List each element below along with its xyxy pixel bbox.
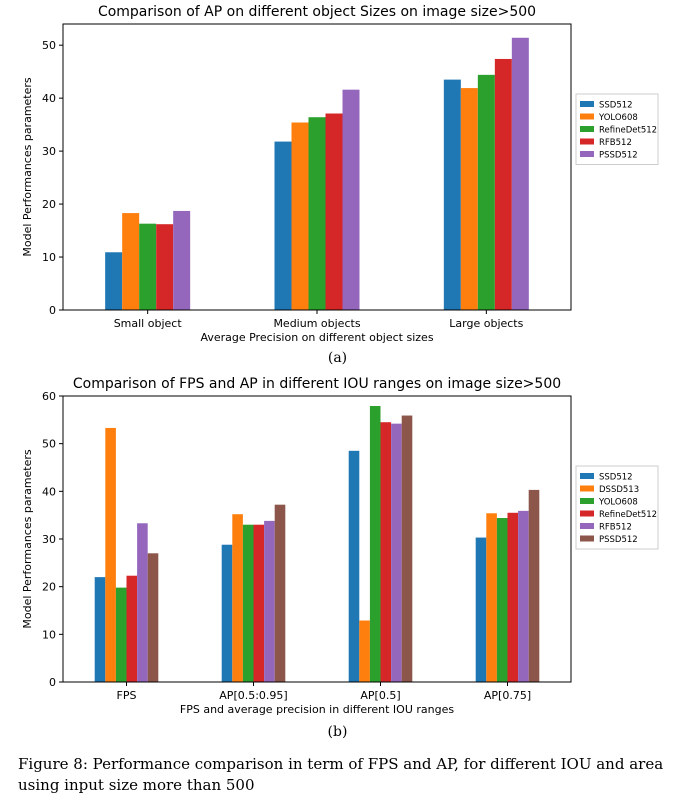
- legend-label: SSD512: [599, 473, 633, 483]
- bar-ssd512-2: [348, 450, 360, 682]
- bar-yolo608-2: [460, 88, 478, 311]
- legend-label: DSSD513: [599, 485, 639, 495]
- legend-label: YOLO608: [598, 498, 638, 508]
- y-axis-label: Model Performances parameters: [21, 77, 34, 257]
- bar-refinedet512-3: [507, 512, 519, 682]
- legend-swatch-refinedet512: [580, 126, 594, 132]
- bar-yolo608-1: [242, 524, 254, 682]
- chart-fps-iou-ap: Comparison of FPS and AP in different IO…: [21, 376, 659, 716]
- chart-object-size-ap: Comparison of AP on different object Siz…: [21, 4, 659, 344]
- bar-ssd512-1: [221, 544, 233, 682]
- x-axis-label: FPS and average precision in different I…: [180, 703, 454, 716]
- bar-ssd512-1: [274, 141, 292, 310]
- legend-swatch-rfb512: [580, 138, 594, 145]
- bar-rfb512-0: [137, 523, 148, 682]
- bar-dssd513-3: [486, 513, 497, 682]
- legend-swatch-dssd513: [580, 485, 594, 492]
- bar-refinedet512-0: [139, 223, 157, 310]
- bar-pssd512-2: [511, 37, 529, 310]
- bar-pssd512-0: [147, 553, 159, 682]
- bar-refinedet512-1: [308, 117, 326, 310]
- subcaption-b: (b): [327, 724, 348, 740]
- x-tick-label: FPS: [117, 689, 137, 702]
- bar-refinedet512-2: [477, 74, 495, 310]
- y-tick-label: 40: [42, 485, 56, 498]
- bar-dssd513-0: [105, 427, 116, 682]
- y-tick-label: 0: [49, 304, 56, 317]
- bar-ssd512-3: [475, 537, 487, 682]
- y-tick-label: 0: [49, 676, 56, 689]
- y-tick-label: 30: [42, 533, 56, 546]
- bar-yolo608-0: [122, 213, 140, 310]
- x-axis-label: Average Precision on different object si…: [200, 331, 433, 344]
- bar-yolo608-3: [496, 518, 508, 682]
- chart-title: Comparison of AP on different object Siz…: [98, 4, 536, 20]
- legend-swatch-ssd512: [580, 101, 594, 107]
- bar-ssd512-2: [443, 79, 461, 310]
- x-tick-label: Large objects: [449, 317, 523, 330]
- legend-swatch-refinedet512: [580, 510, 594, 517]
- bar-pssd512-1: [274, 504, 286, 682]
- legend-swatch-pssd512: [580, 151, 594, 157]
- y-tick-label: 40: [42, 92, 56, 105]
- legend-label: PSSD512: [599, 151, 638, 161]
- legend-label: RefineDet512: [599, 510, 657, 520]
- legend-swatch-yolo608: [580, 113, 594, 120]
- bar-dssd513-1: [232, 514, 243, 682]
- chart-title: Comparison of FPS and AP in different IO…: [73, 376, 561, 392]
- x-tick-label: Medium objects: [273, 317, 360, 330]
- y-tick-label: 10: [42, 628, 56, 641]
- bar-refinedet512-1: [253, 524, 265, 682]
- y-tick-label: 50: [42, 39, 56, 52]
- bar-yolo608-1: [291, 122, 309, 310]
- x-tick-label: AP[0.5]: [360, 689, 400, 702]
- figure-caption: Figure 8: Performance comparison in term…: [18, 755, 664, 794]
- bar-pssd512-1: [342, 89, 360, 310]
- legend-label: SSD512: [599, 101, 633, 111]
- legend-label: PSSD512: [599, 535, 638, 545]
- bar-ssd512-0: [94, 577, 106, 682]
- x-tick-label: AP[0.75]: [484, 689, 531, 702]
- x-tick-label: AP[0.5:0.95]: [219, 689, 287, 702]
- legend-swatch-rfb512: [580, 523, 594, 529]
- legend-box: [575, 465, 659, 550]
- bar-pssd512-2: [401, 415, 413, 682]
- bar-rfb512-2: [494, 58, 512, 311]
- bar-refinedet512-0: [126, 575, 138, 682]
- y-tick-label: 60: [42, 390, 56, 403]
- bar-yolo608-0: [115, 587, 127, 682]
- legend-swatch-pssd512: [580, 535, 594, 542]
- bar-rfb512-0: [156, 224, 174, 310]
- y-tick-label: 50: [42, 438, 56, 451]
- y-tick-label: 30: [42, 145, 56, 158]
- bar-pssd512-0: [173, 210, 191, 310]
- y-tick-label: 10: [42, 251, 56, 264]
- subcaption-a: (a): [327, 350, 348, 366]
- bar-dssd513-2: [359, 620, 370, 682]
- x-tick-label: Small object: [114, 317, 183, 330]
- bar-rfb512-1: [325, 113, 343, 310]
- legend-label: YOLO608: [598, 113, 638, 123]
- bar-rfb512-1: [264, 520, 275, 682]
- bar-rfb512-2: [391, 423, 402, 682]
- bar-refinedet512-2: [380, 422, 392, 682]
- legend-label: RFB512: [599, 523, 632, 533]
- y-tick-label: 20: [42, 198, 56, 211]
- bar-ssd512-0: [105, 252, 123, 310]
- bar-yolo608-2: [369, 406, 381, 682]
- y-axis-label: Model Performances parameters: [21, 449, 34, 629]
- legend-label: RFB512: [599, 138, 632, 148]
- bar-rfb512-3: [518, 510, 529, 682]
- legend-label: RefineDet512: [599, 126, 657, 136]
- legend-swatch-yolo608: [580, 498, 594, 504]
- y-tick-label: 20: [42, 581, 56, 594]
- legend-swatch-ssd512: [580, 473, 594, 479]
- bar-pssd512-3: [528, 489, 540, 682]
